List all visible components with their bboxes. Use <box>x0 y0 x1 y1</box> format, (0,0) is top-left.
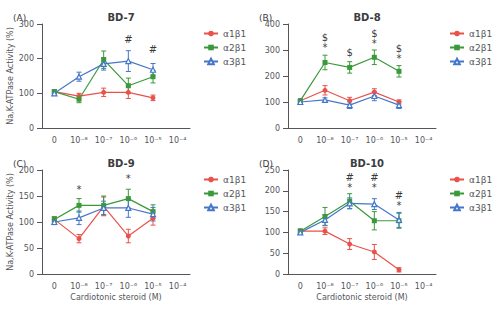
svg-text:BD-10: BD-10 <box>350 158 384 169</box>
svg-text:0: 0 <box>52 136 57 145</box>
svg-text:200: 200 <box>265 72 280 81</box>
svg-text:(D): (D) <box>259 159 273 169</box>
svg-text:*: * <box>77 184 82 195</box>
svg-text:100: 100 <box>19 89 34 98</box>
svg-text:α2β1: α2β1 <box>469 189 492 199</box>
svg-text:α1β1: α1β1 <box>223 175 246 185</box>
svg-text:α3β1: α3β1 <box>469 57 492 67</box>
svg-text:10⁻⁵: 10⁻⁵ <box>390 136 408 145</box>
svg-text:250: 250 <box>264 165 280 175</box>
svg-text:BD-9: BD-9 <box>107 158 134 169</box>
svg-text:BD-8: BD-8 <box>353 12 380 23</box>
svg-text:*: * <box>397 53 402 64</box>
svg-text:10⁻⁶: 10⁻⁶ <box>366 282 384 291</box>
svg-text:300: 300 <box>18 19 34 29</box>
svg-text:10⁻⁷: 10⁻⁷ <box>341 136 359 145</box>
svg-text:10⁻⁸: 10⁻⁸ <box>316 282 334 291</box>
svg-text:0: 0 <box>298 136 303 145</box>
svg-text:*: * <box>347 182 352 193</box>
svg-text:#: # <box>149 44 157 55</box>
svg-text:α3β1: α3β1 <box>223 57 246 67</box>
svg-text:0: 0 <box>298 282 303 291</box>
svg-text:α2β1: α2β1 <box>223 189 246 199</box>
svg-text:*: * <box>323 42 328 53</box>
svg-text:50: 50 <box>270 249 280 258</box>
svg-text:400: 400 <box>264 19 280 29</box>
svg-text:10⁻⁶: 10⁻⁶ <box>120 136 138 145</box>
svg-text:Cardiotonic steroid (M): Cardiotonic steroid (M) <box>70 293 161 302</box>
svg-text:10⁻⁷: 10⁻⁷ <box>341 282 359 291</box>
svg-text:100: 100 <box>265 98 280 107</box>
svg-text:10⁻⁷: 10⁻⁷ <box>95 282 113 291</box>
svg-text:Na,K-ATPase Activity (%): Na,K-ATPase Activity (%) <box>6 173 15 271</box>
svg-text:10⁻⁵: 10⁻⁵ <box>144 136 162 145</box>
svg-text:200: 200 <box>19 54 34 63</box>
svg-text:300: 300 <box>265 46 280 55</box>
svg-text:0: 0 <box>275 124 280 133</box>
svg-text:(C): (C) <box>13 159 26 169</box>
svg-text:BD-7: BD-7 <box>107 12 134 23</box>
svg-text:Cardiotonic steroid (M): Cardiotonic steroid (M) <box>316 293 407 302</box>
svg-text:150: 150 <box>265 207 280 216</box>
svg-text:10⁻⁴: 10⁻⁴ <box>415 282 433 291</box>
svg-text:α3β1: α3β1 <box>223 203 246 213</box>
svg-text:(A): (A) <box>13 13 26 23</box>
svg-text:*: * <box>397 200 402 211</box>
svg-text:50: 50 <box>24 244 34 253</box>
svg-text:α1β1: α1β1 <box>469 29 492 39</box>
svg-text:10⁻⁶: 10⁻⁶ <box>120 282 138 291</box>
svg-text:*: * <box>126 173 131 184</box>
svg-text:Na,K-ATPase Activity (%): Na,K-ATPase Activity (%) <box>6 27 15 125</box>
svg-text:0: 0 <box>29 270 34 279</box>
svg-text:*: * <box>372 182 377 193</box>
svg-text:10⁻⁴: 10⁻⁴ <box>169 136 187 145</box>
svg-text:10⁻⁶: 10⁻⁶ <box>366 136 384 145</box>
svg-text:100: 100 <box>19 218 34 227</box>
svg-text:10⁻⁸: 10⁻⁸ <box>70 282 88 291</box>
svg-text:0: 0 <box>52 282 57 291</box>
svg-text:α3β1: α3β1 <box>469 203 492 213</box>
svg-text:10⁻⁵: 10⁻⁵ <box>390 282 408 291</box>
svg-text:150: 150 <box>19 192 34 201</box>
svg-text:#: # <box>124 34 132 45</box>
svg-text:*: * <box>372 38 377 49</box>
svg-text:10⁻⁵: 10⁻⁵ <box>144 282 162 291</box>
svg-text:10⁻⁸: 10⁻⁸ <box>70 136 88 145</box>
svg-text:α2β1: α2β1 <box>469 43 492 53</box>
svg-text:$: $ <box>346 47 352 58</box>
svg-text:α2β1: α2β1 <box>223 43 246 53</box>
svg-text:200: 200 <box>18 165 34 175</box>
svg-text:10⁻⁴: 10⁻⁴ <box>169 282 187 291</box>
svg-text:(B): (B) <box>259 13 272 23</box>
svg-text:0: 0 <box>275 270 280 279</box>
svg-text:10⁻⁷: 10⁻⁷ <box>95 136 113 145</box>
svg-text:200: 200 <box>265 186 280 195</box>
svg-text:10⁻⁸: 10⁻⁸ <box>316 136 334 145</box>
svg-text:10⁻⁴: 10⁻⁴ <box>415 136 433 145</box>
svg-text:α1β1: α1β1 <box>223 29 246 39</box>
svg-text:0: 0 <box>29 124 34 133</box>
svg-text:100: 100 <box>265 228 280 237</box>
svg-text:α1β1: α1β1 <box>469 175 492 185</box>
